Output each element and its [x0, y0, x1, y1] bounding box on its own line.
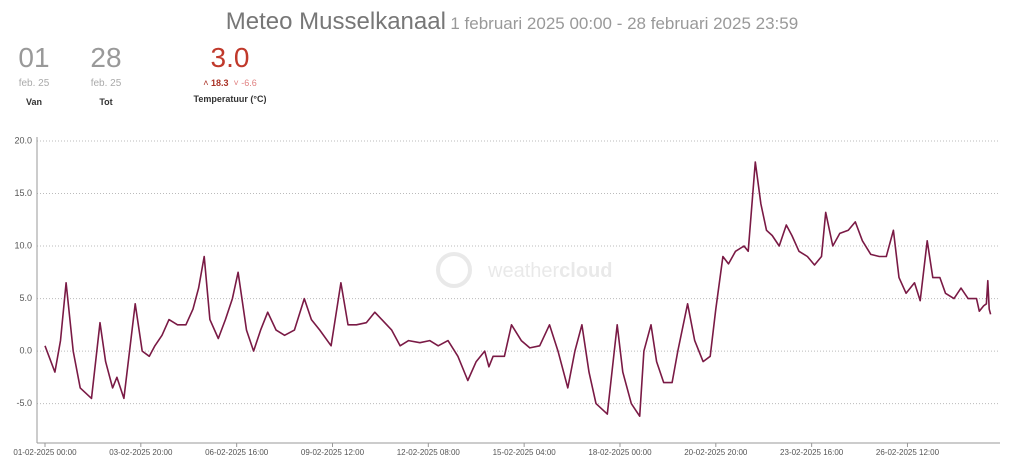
y-tick-label: 15.0: [14, 188, 32, 198]
x-tick-label: 15-02-2025 04:00: [493, 448, 557, 457]
max-arrow: ˄: [203, 78, 209, 88]
x-tick-label: 18-02-2025 00:00: [588, 448, 652, 457]
subtitle: 1 februari 2025 00:00 - 28 februari 2025…: [450, 14, 799, 33]
stat-min: -6.6: [241, 78, 257, 88]
stat-value: 3.0: [210, 42, 250, 73]
watermark: weathercloud: [436, 252, 613, 288]
stat-max: 18.3: [210, 78, 229, 88]
stat-label: Tot: [99, 97, 113, 107]
x-tick-label: 06-02-2025 16:00: [205, 448, 269, 457]
stat-from: 01 feb. 25 Van: [14, 42, 54, 107]
stat-to: 28 feb. 25 Tot: [86, 42, 126, 107]
x-tick-label: 26-02-2025 12:00: [876, 448, 940, 457]
watermark-light: weather: [487, 260, 559, 282]
stat-label: Temperatuur (°C): [193, 94, 267, 104]
x-tick-label: 03-02-2025 20:00: [109, 448, 173, 457]
x-tick-label: 12-02-2025 08:00: [397, 448, 461, 457]
y-tick-label: 5.0: [19, 293, 32, 303]
x-tick-label: 09-02-2025 12:00: [301, 448, 365, 457]
stat-sub: feb. 25: [18, 78, 50, 89]
title: Meteo Musselkanaal: [225, 8, 446, 35]
x-tick-label: 01-02-2025 00:00: [13, 448, 77, 457]
temperature-line: [44, 161, 992, 417]
y-tick-label: 20.0: [14, 135, 32, 145]
x-tick-label: 23-02-2025 16:00: [780, 448, 844, 457]
stat-label: Van: [25, 97, 42, 107]
stat-temp: 3.0 ˄ 18.3 ˅ -6.6 Temperatuur (°C): [180, 42, 280, 104]
watermark-icon: [436, 252, 472, 288]
stat-value: 28: [90, 42, 122, 73]
stat-sub: feb. 25: [90, 78, 122, 89]
y-tick-label: 0.0: [19, 345, 32, 355]
x-tick-label: 20-02-2025 20:00: [684, 448, 748, 457]
y-tick-label: -5.0: [16, 398, 32, 408]
y-tick-label: 10.0: [14, 240, 32, 250]
stat-value: 01: [18, 42, 50, 73]
watermark-text: weathercloud: [487, 260, 613, 282]
title-bar: Meteo Musselkanaal 1 februari 2025 00:00…: [0, 8, 1024, 36]
watermark-bold: cloud: [559, 260, 612, 282]
min-arrow: ˅: [233, 78, 239, 88]
stat-range: ˄ 18.3 ˅ -6.6: [180, 78, 280, 88]
